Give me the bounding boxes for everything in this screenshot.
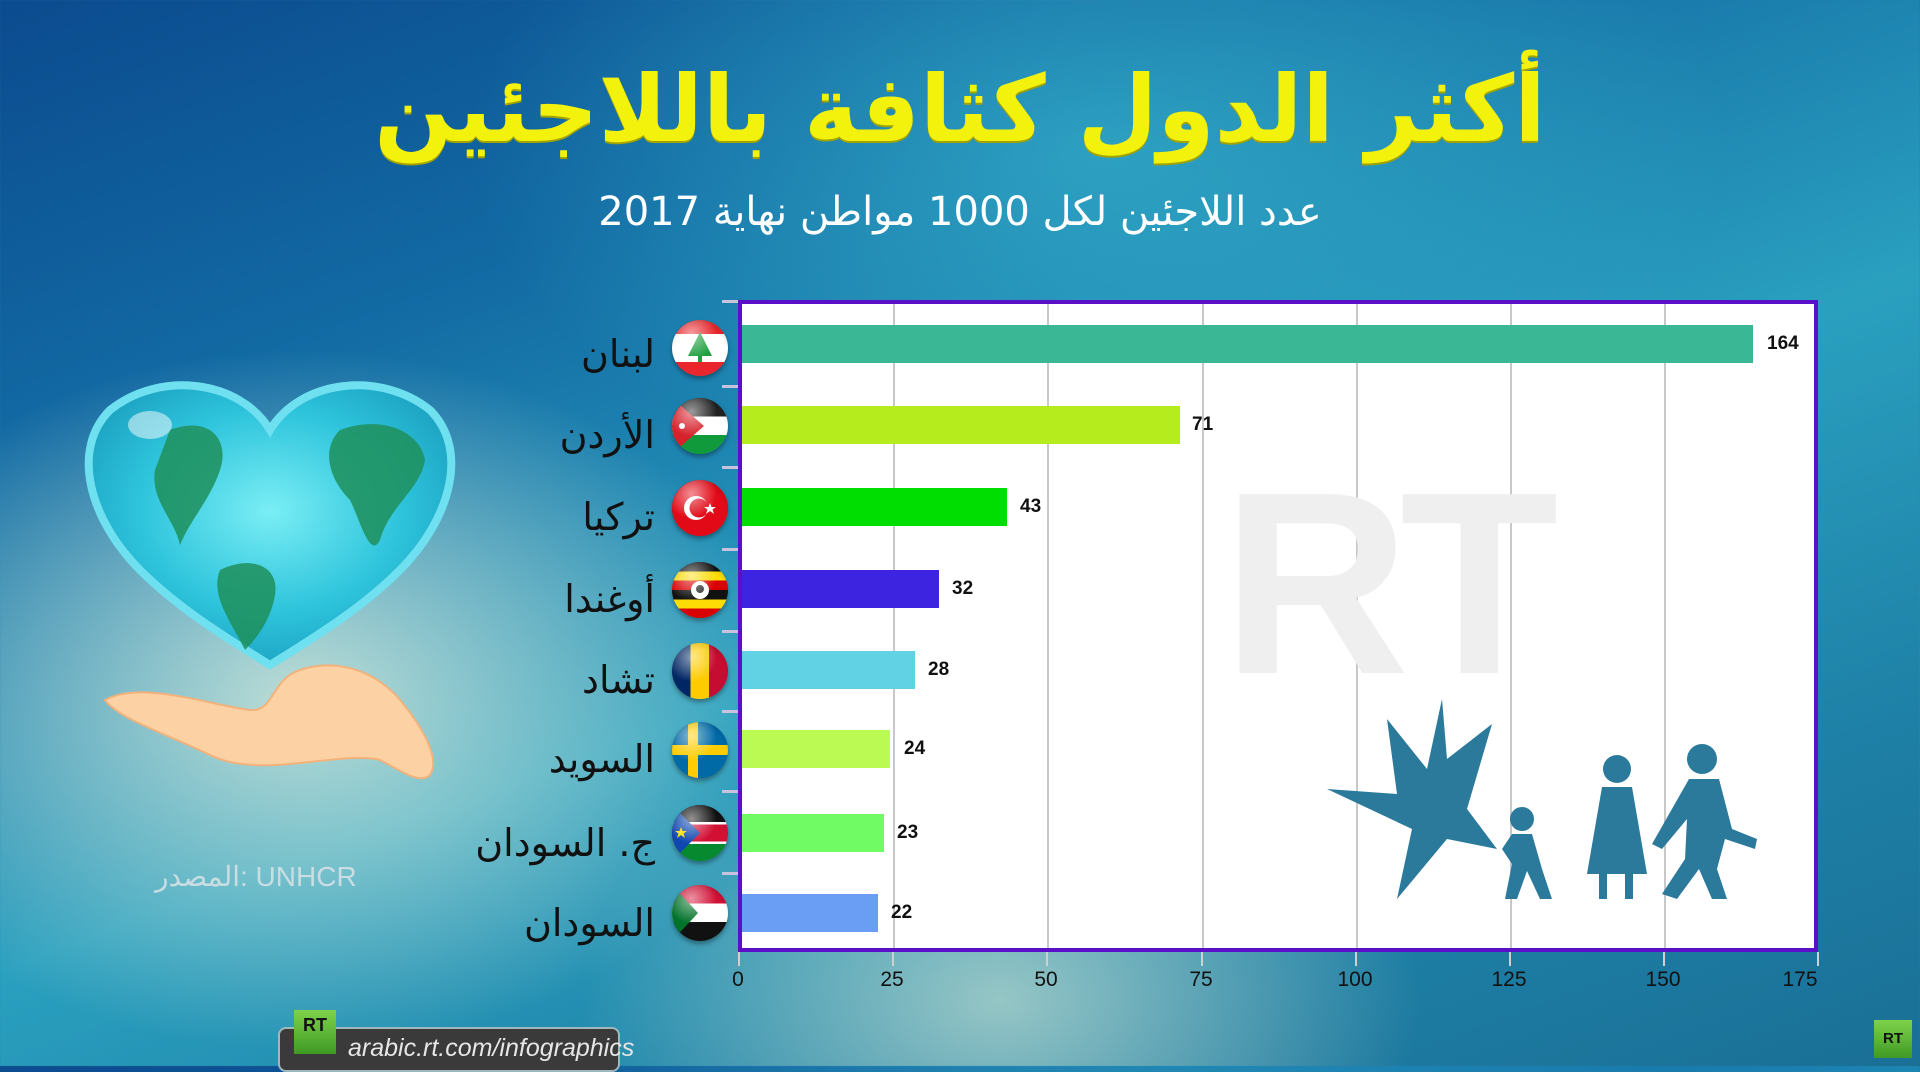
bar-chad [742, 651, 915, 689]
heart-globe-icon [84, 381, 456, 670]
country-label: الأردن [559, 413, 655, 457]
gridline [893, 304, 895, 948]
bar-value-label: 164 [1767, 333, 1799, 354]
flag-sudan-icon [672, 885, 728, 941]
country-label: تشاد [582, 658, 655, 702]
x-axis-tick [1509, 952, 1511, 966]
x-axis-tick [1355, 952, 1357, 966]
y-axis-tick [722, 630, 738, 633]
y-axis-tick [722, 790, 738, 793]
refugee-family-icon [1327, 699, 1757, 899]
bar-jordan [742, 406, 1180, 444]
flag-jordan-icon [672, 398, 728, 454]
bar-turkey [742, 488, 1007, 526]
x-axis-tick [1663, 952, 1665, 966]
bar-value-label: 71 [1192, 414, 1214, 435]
bar-value-label: 28 [928, 659, 950, 680]
x-axis-label: 25 [880, 968, 904, 991]
chart-plot-area: RT 164 71 43 32 28 24 23 22 [738, 300, 1818, 952]
flag-chad-icon [672, 643, 728, 699]
gridline [1664, 304, 1666, 948]
rt-corner-logo-icon: RT [1874, 1020, 1912, 1058]
flag-turkey-icon [672, 480, 728, 536]
y-axis-tick [722, 872, 738, 875]
gridline [1202, 304, 1204, 948]
x-axis-label: 50 [1034, 968, 1058, 991]
x-axis-label: 100 [1337, 968, 1373, 991]
source-note: المصدر: UNHCR [155, 861, 357, 892]
country-label: ج. السودان [475, 821, 655, 865]
bar-value-label: 23 [897, 822, 919, 843]
gridline [1047, 304, 1049, 948]
open-hand-icon [103, 664, 435, 780]
bar-uganda [742, 570, 939, 608]
flag-south-sudan-icon [672, 805, 728, 861]
y-axis-tick [722, 385, 738, 388]
x-axis-tick [1201, 952, 1203, 966]
country-label: لبنان [581, 332, 655, 376]
x-axis-tick [1817, 952, 1819, 966]
x-axis-label: 0 [732, 968, 744, 991]
x-axis-label: 150 [1645, 968, 1681, 991]
y-axis-tick [722, 548, 738, 551]
page-subtitle: عدد اللاجئين لكل 1000 مواطن نهاية 2017 [598, 189, 1322, 235]
bar-value-label: 22 [891, 902, 913, 923]
y-axis-tick [722, 710, 738, 713]
bar-value-label: 43 [1020, 496, 1042, 517]
footer-url-link[interactable]: arabic.rt.com/infographics [348, 1034, 635, 1062]
gridline [1356, 304, 1358, 948]
rt-watermark: RT [1222, 439, 1559, 729]
bar-value-label: 24 [904, 738, 926, 759]
country-label: السودان [523, 901, 655, 945]
flag-sweden-icon [672, 722, 728, 778]
x-axis-tick [738, 952, 740, 966]
flag-uganda-icon [672, 562, 728, 618]
x-axis-label: 75 [1189, 968, 1213, 991]
bar-value-label: 32 [952, 578, 974, 599]
bar-sudan [742, 894, 878, 932]
flag-lebanon-icon [672, 320, 728, 376]
x-axis-tick [892, 952, 894, 966]
x-axis-label: 175 [1782, 968, 1818, 991]
y-axis-tick [722, 466, 738, 469]
country-label: تركيا [582, 495, 655, 539]
rt-logo-icon: RT [294, 1010, 336, 1054]
country-label: السويد [548, 737, 655, 781]
x-axis-tick [1046, 952, 1048, 966]
y-axis-tick [722, 300, 738, 303]
page-title: أكثر الدول كثافة باللاجئين [374, 56, 1546, 163]
gridline [1510, 304, 1512, 948]
x-axis-label: 125 [1491, 968, 1527, 991]
bar-south-sudan [742, 814, 884, 852]
bar-lebanon [742, 325, 1753, 363]
country-label: أوغندا [564, 577, 655, 621]
bar-sweden [742, 730, 890, 768]
